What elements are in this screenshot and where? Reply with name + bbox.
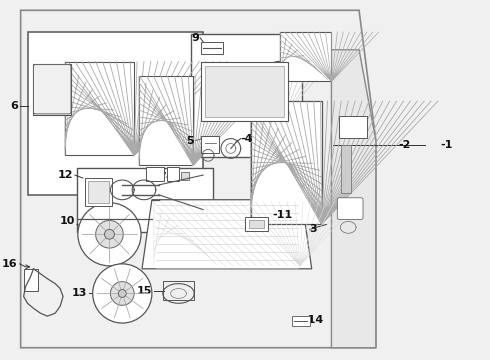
Text: -1: -1 [440,140,452,150]
Text: -4: -4 [241,134,253,144]
Circle shape [104,229,114,239]
Polygon shape [280,32,331,81]
Circle shape [96,220,123,248]
Text: -8: -8 [235,64,247,75]
Text: 16: 16 [2,259,18,269]
Bar [167,167,178,181]
Bar [27,32,203,195]
Bar [248,220,264,228]
Text: 15: 15 [137,285,152,296]
Polygon shape [331,50,376,348]
Bar [88,181,109,203]
Bar [77,168,213,232]
Text: 9: 9 [192,33,199,43]
Bar [85,178,112,206]
Text: 12: 12 [57,170,73,180]
Bar [201,62,288,121]
Bar [163,281,195,300]
Bar [24,269,38,291]
Bar [292,316,310,326]
Text: 3: 3 [310,224,318,234]
Circle shape [110,282,134,305]
Text: 13: 13 [72,288,87,298]
Text: 6: 6 [10,101,18,111]
Circle shape [118,289,126,297]
FancyBboxPatch shape [337,198,363,220]
Bar [201,42,223,54]
Circle shape [78,203,141,266]
Text: -2: -2 [398,140,411,150]
FancyBboxPatch shape [33,64,71,114]
Bar [146,167,164,181]
Bar [245,217,269,231]
Bar [201,136,219,153]
Text: 7: 7 [158,172,166,182]
Bar [205,66,284,117]
Text: -14: -14 [304,315,324,325]
Text: -11: -11 [272,210,293,220]
Bar [191,34,302,157]
Bar [33,64,71,115]
Polygon shape [142,200,312,269]
Bar [340,116,367,138]
Polygon shape [250,101,321,224]
Bar [342,145,351,193]
Bar [181,172,189,180]
Polygon shape [139,76,194,165]
Circle shape [93,264,152,323]
Text: 5: 5 [186,135,194,145]
Polygon shape [65,62,134,155]
Text: 10: 10 [60,216,75,226]
